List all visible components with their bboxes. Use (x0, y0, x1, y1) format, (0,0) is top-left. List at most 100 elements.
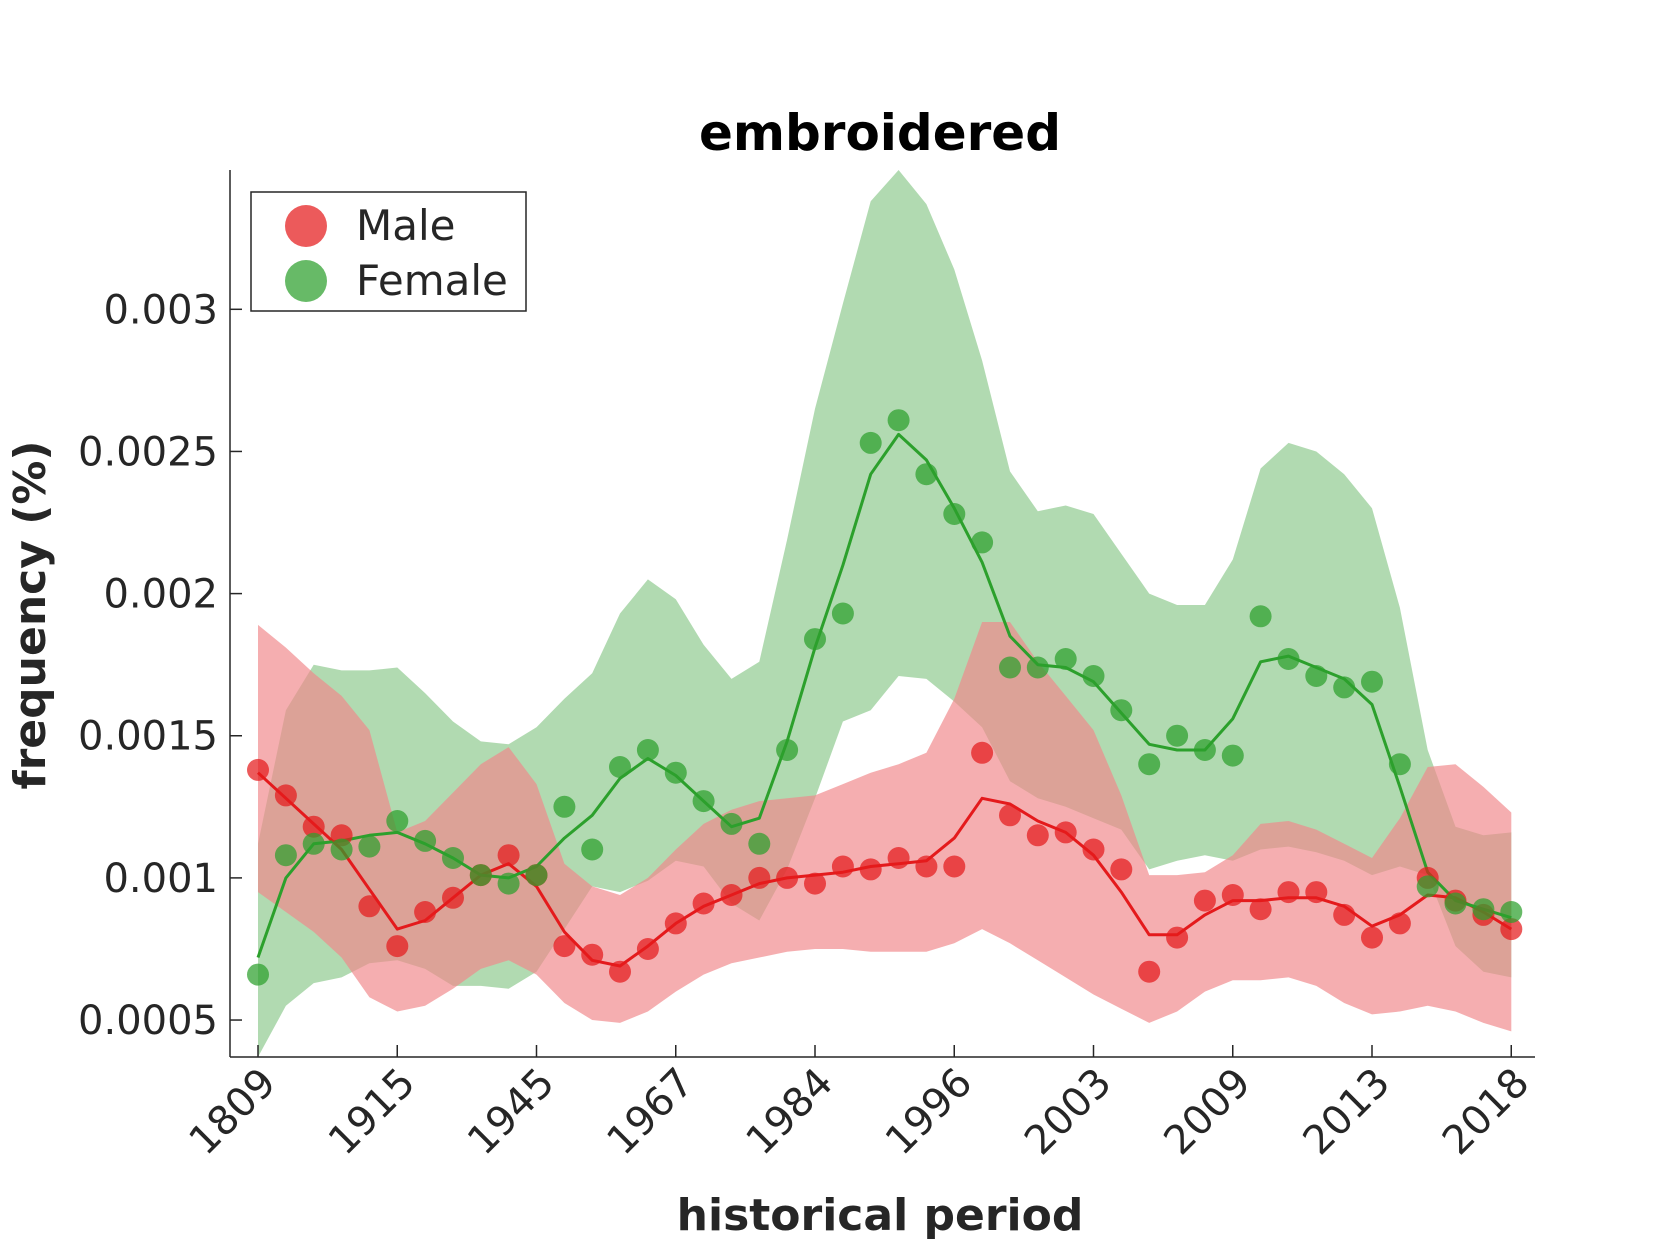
point-male (581, 943, 604, 966)
point-male (414, 901, 437, 923)
point-male (1166, 926, 1189, 949)
point-female (247, 963, 269, 986)
point-female (553, 795, 576, 818)
point-male (971, 741, 994, 764)
y-tick-label: 0.001 (103, 856, 218, 902)
y-axis-label: frequency (%) (5, 440, 56, 789)
point-male (1249, 898, 1272, 921)
point-female (414, 829, 437, 852)
point-male (720, 884, 743, 906)
point-female (525, 864, 548, 887)
point-male (1305, 881, 1328, 904)
point-male (943, 855, 966, 878)
x-tick-label: 1967 (598, 1060, 703, 1165)
point-female (1026, 656, 1049, 679)
trend-line-female (256, 432, 1512, 958)
point-female (1305, 665, 1328, 687)
point-male (609, 960, 631, 983)
point-male (1193, 889, 1216, 912)
point-male (1221, 884, 1244, 906)
point-female (720, 812, 743, 835)
point-male (915, 855, 938, 878)
y-tick-label: 0.0025 (78, 429, 218, 475)
x-tick-label: 1984 (738, 1060, 843, 1165)
point-male (1277, 881, 1300, 904)
point-male (442, 886, 464, 909)
point-female (1361, 670, 1383, 693)
point-female (636, 739, 659, 761)
point-male (1333, 903, 1356, 926)
point-male (804, 872, 826, 895)
x-tick-label: 1945 (459, 1060, 564, 1165)
point-male (859, 858, 882, 881)
legend-label-female: Female (356, 256, 508, 305)
point-male (831, 855, 854, 878)
data-points (247, 409, 1523, 986)
point-female (664, 761, 687, 784)
point-female (692, 790, 715, 813)
point-male (553, 935, 576, 958)
point-female (804, 628, 826, 651)
trend-line-male (256, 771, 1513, 968)
point-male (664, 912, 687, 935)
point-female (302, 832, 325, 855)
chart-title: embroidered (699, 104, 1061, 162)
x-tick-label: 1915 (320, 1060, 425, 1165)
point-male (302, 815, 325, 838)
x-tick-label: 2009 (1155, 1060, 1260, 1165)
point-female (1138, 753, 1161, 776)
point-female (776, 739, 799, 761)
point-female (442, 847, 464, 869)
point-female (887, 409, 910, 432)
point-female (831, 602, 854, 625)
point-female (581, 838, 604, 861)
point-male (1361, 926, 1383, 949)
y-tick-label: 0.0015 (78, 714, 218, 760)
x-tick-label: 1809 (181, 1060, 286, 1165)
point-female (274, 844, 297, 867)
point-male (1110, 858, 1133, 881)
point-female (497, 872, 520, 895)
band-female (258, 170, 1512, 1057)
point-male (776, 866, 799, 889)
y-tick-label: 0.0005 (78, 998, 218, 1044)
point-female (1277, 648, 1300, 670)
point-female (1221, 744, 1244, 767)
x-axis-label: historical period (677, 1190, 1084, 1241)
legend-marker-male (285, 205, 327, 247)
point-female (1388, 753, 1411, 776)
point-male (1054, 821, 1077, 844)
point-female (1166, 724, 1189, 747)
point-male (1082, 838, 1105, 861)
point-female (1500, 901, 1523, 923)
point-male (1026, 824, 1049, 847)
point-male (748, 866, 771, 889)
point-male (887, 847, 910, 869)
confidence-bands (258, 170, 1512, 1057)
point-male (386, 935, 409, 958)
point-female (1472, 898, 1495, 921)
point-male (1500, 918, 1523, 941)
y-tick-label: 0.002 (103, 572, 218, 618)
point-female (943, 503, 966, 525)
point-male (1388, 912, 1411, 935)
point-male (999, 804, 1021, 827)
point-male (692, 892, 715, 915)
legend-marker-female (285, 260, 327, 302)
point-male (1138, 960, 1161, 983)
point-male (274, 784, 297, 807)
x-tick-label: 2003 (1016, 1060, 1121, 1165)
point-female (358, 835, 381, 858)
x-tick-label: 2018 (1434, 1060, 1539, 1165)
x-tick-label: 2013 (1295, 1060, 1400, 1165)
point-female (1333, 676, 1356, 699)
legend: Male Female (250, 191, 527, 312)
x-tick-label: 1996 (877, 1060, 982, 1165)
point-female (1082, 665, 1105, 687)
point-male (497, 844, 520, 867)
point-male (636, 938, 659, 960)
point-female (999, 656, 1021, 679)
point-female (1444, 892, 1467, 915)
point-female (330, 838, 353, 861)
